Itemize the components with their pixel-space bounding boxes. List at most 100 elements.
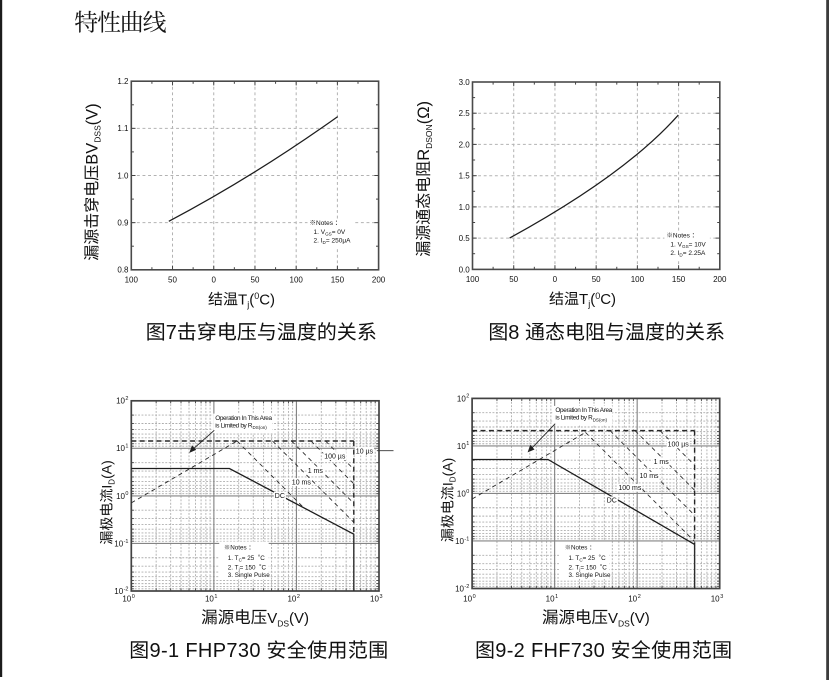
svg-text:2: 2 <box>297 594 300 600</box>
svg-text:Notes: Notes <box>230 545 246 552</box>
svg-text:1. V: 1. V <box>314 229 326 236</box>
svg-text:D: D <box>323 240 327 245</box>
svg-text:2: 2 <box>466 394 469 400</box>
svg-text:10 ms: 10 ms <box>292 479 312 486</box>
svg-text:R: R <box>415 149 433 161</box>
svg-text:°: ° <box>599 553 602 561</box>
svg-text:100: 100 <box>125 275 139 284</box>
svg-text:1.2: 1.2 <box>117 77 129 86</box>
svg-text:1. T: 1. T <box>228 555 239 562</box>
svg-text:= 25: = 25 <box>583 555 596 562</box>
svg-text:100: 100 <box>466 275 480 284</box>
svg-text:8: 8 <box>508 322 519 344</box>
svg-text:I: I <box>99 485 115 489</box>
svg-text:200: 200 <box>372 275 386 284</box>
svg-text:DSS: DSS <box>93 125 103 143</box>
svg-text:1. V: 1. V <box>670 241 682 248</box>
svg-text:GS: GS <box>682 244 689 249</box>
svg-text:1.0: 1.0 <box>117 171 129 180</box>
svg-text:j: j <box>587 299 590 309</box>
svg-text:C: C <box>262 564 267 571</box>
svg-text:3.0: 3.0 <box>459 78 471 87</box>
svg-text:10: 10 <box>628 595 637 604</box>
svg-text:= 250μA: = 250μA <box>326 237 351 244</box>
svg-text:1.5: 1.5 <box>459 172 471 181</box>
svg-text:50: 50 <box>592 275 601 284</box>
svg-text:C: C <box>260 555 265 562</box>
svg-text:0.9: 0.9 <box>117 219 129 228</box>
svg-text:1. T: 1. T <box>569 555 580 562</box>
svg-text:0: 0 <box>595 291 600 301</box>
svg-text:(: ( <box>590 291 595 308</box>
svg-text:2. I: 2. I <box>670 250 679 257</box>
svg-text:1.1: 1.1 <box>117 124 129 133</box>
svg-text:= 150: = 150 <box>580 564 596 571</box>
svg-text:= 2.25A: = 2.25A <box>683 250 706 257</box>
svg-text:D: D <box>679 253 683 258</box>
svg-text:-1: -1 <box>464 536 469 542</box>
svg-text:C: C <box>602 564 607 571</box>
svg-text:10: 10 <box>546 595 555 604</box>
svg-text:D: D <box>448 476 457 482</box>
svg-text:-2: -2 <box>464 584 469 590</box>
svg-text:1: 1 <box>555 594 558 600</box>
svg-text:10: 10 <box>114 587 123 596</box>
svg-text:2: 2 <box>638 594 641 600</box>
svg-text:1 ms: 1 ms <box>654 459 670 466</box>
svg-text:50: 50 <box>168 275 177 284</box>
svg-text:GS: GS <box>325 231 332 236</box>
svg-text:T: T <box>238 291 247 308</box>
svg-text:1 ms: 1 ms <box>308 468 324 475</box>
svg-text:°: ° <box>600 563 603 571</box>
svg-text:2: 2 <box>125 396 128 402</box>
svg-text:0: 0 <box>132 594 135 600</box>
svg-text:= 0V: = 0V <box>332 229 346 236</box>
svg-text:0: 0 <box>553 275 558 284</box>
svg-text:10: 10 <box>205 595 214 604</box>
svg-text:1.0: 1.0 <box>459 203 471 212</box>
svg-text:0.5: 0.5 <box>459 234 471 243</box>
svg-text:(A): (A) <box>440 458 456 477</box>
svg-text:10: 10 <box>463 595 472 604</box>
svg-text:BV: BV <box>83 143 101 165</box>
svg-text:2.5: 2.5 <box>459 109 471 118</box>
svg-text:µs: µs <box>681 441 689 448</box>
svg-text:9-2 FHF730: 9-2 FHF730 <box>495 640 605 662</box>
svg-text:C): C) <box>259 291 275 308</box>
svg-text:0: 0 <box>466 489 469 495</box>
svg-text:50: 50 <box>509 275 518 284</box>
svg-text:-2: -2 <box>124 586 129 592</box>
svg-text:0: 0 <box>211 275 216 284</box>
svg-text:100: 100 <box>324 453 336 460</box>
svg-text:(V): (V) <box>83 103 101 125</box>
svg-text:150: 150 <box>331 275 345 284</box>
svg-text:= 25: = 25 <box>242 555 255 562</box>
svg-text:0.8: 0.8 <box>117 266 129 275</box>
svg-text:100: 100 <box>290 275 304 284</box>
svg-text:= 10V: = 10V <box>689 241 707 248</box>
svg-text:(: ( <box>249 291 254 308</box>
svg-text:0: 0 <box>125 491 128 497</box>
svg-text:-1: -1 <box>124 539 129 545</box>
svg-text:is Limited by R: is Limited by R <box>215 422 253 429</box>
svg-text:3. Single Pulse: 3. Single Pulse <box>569 572 612 579</box>
svg-text:10: 10 <box>370 595 379 604</box>
svg-text:2. I: 2. I <box>314 237 323 244</box>
svg-text:100: 100 <box>668 441 680 448</box>
svg-text:DS(on): DS(on) <box>253 425 268 430</box>
svg-text:Notes: Notes <box>316 220 334 227</box>
svg-text:150: 150 <box>672 275 686 284</box>
svg-text:Operation In This Area: Operation In This Area <box>215 415 272 422</box>
svg-text:1: 1 <box>125 444 128 450</box>
svg-text:10: 10 <box>114 539 123 548</box>
svg-text:10: 10 <box>457 394 466 403</box>
svg-text:2. T: 2. T <box>569 564 580 571</box>
svg-text:2.0: 2.0 <box>459 140 471 149</box>
svg-text:10: 10 <box>457 489 466 498</box>
svg-text:(Ω): (Ω) <box>415 101 433 124</box>
svg-text:(V): (V) <box>289 610 309 627</box>
svg-text:100: 100 <box>631 275 645 284</box>
svg-text:10: 10 <box>287 595 296 604</box>
svg-text:(V): (V) <box>630 610 650 627</box>
svg-text:= 150: = 150 <box>240 564 256 571</box>
